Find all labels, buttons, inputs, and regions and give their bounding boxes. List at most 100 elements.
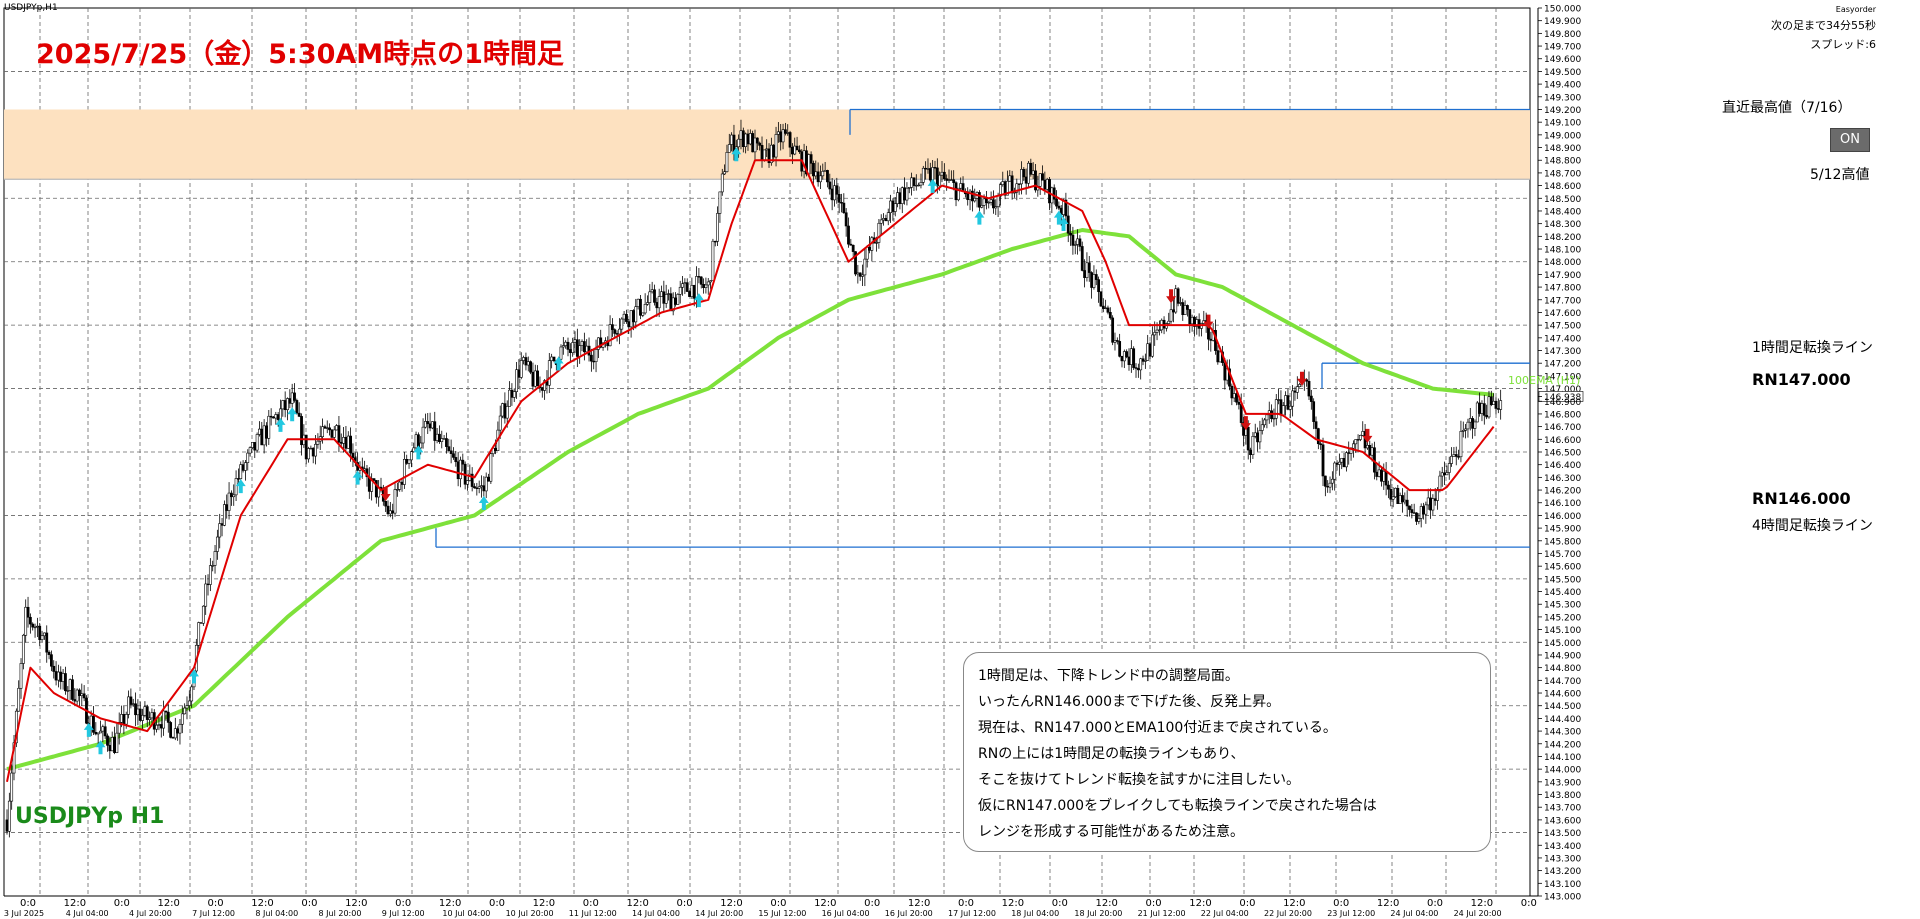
candle-body <box>1069 232 1072 236</box>
candle-body <box>550 356 554 361</box>
candle-body <box>19 663 23 689</box>
candle-body <box>38 625 42 640</box>
time-tick-label: 12:0 <box>1002 898 1024 909</box>
price-tick-label: 143.000 <box>1544 893 1581 903</box>
price-tick-label: 149.400 <box>1544 81 1581 91</box>
price-tick-label: 147.800 <box>1544 284 1581 294</box>
candle-body <box>24 606 28 636</box>
candle-body <box>475 487 479 489</box>
candle-body <box>632 310 635 323</box>
candle-body <box>863 258 867 276</box>
candle-body <box>293 392 296 401</box>
candle-body <box>339 441 343 444</box>
candle-body <box>169 722 173 738</box>
candle-body <box>346 435 350 449</box>
candle-body <box>45 632 49 653</box>
candle-body <box>653 289 656 303</box>
candle-body <box>512 391 516 398</box>
candle-body <box>1361 431 1365 436</box>
candle-body <box>1473 421 1477 429</box>
symbol-tab[interactable]: USDJPYp,H1 <box>4 3 58 13</box>
price-tick-label: 143.200 <box>1544 867 1581 877</box>
candle-body <box>618 328 621 335</box>
candle-body <box>211 565 215 567</box>
candle-body <box>1314 421 1318 429</box>
candle-body <box>1230 385 1234 399</box>
candle-body <box>989 199 993 203</box>
price-tick-label: 144.100 <box>1544 753 1581 763</box>
candle-body <box>258 428 261 435</box>
date-tick-label: 16 Jul 20:00 <box>885 909 933 918</box>
candle-body <box>52 665 56 672</box>
date-tick-label: 24 Jul 04:00 <box>1390 909 1438 918</box>
candle-body <box>1450 456 1453 464</box>
candle-body <box>391 510 395 514</box>
ema-slow-line <box>6 228 1494 772</box>
candle-body <box>1057 205 1061 209</box>
candle-body <box>1342 458 1346 468</box>
price-tick-label: 144.600 <box>1544 690 1581 700</box>
candle-body <box>304 434 308 460</box>
candle-body <box>833 185 836 201</box>
candle-body <box>412 447 416 452</box>
ema-label: 100EMA (H1) <box>1508 374 1581 387</box>
candle-body <box>122 714 126 725</box>
candle-body <box>489 453 493 482</box>
candle-body <box>571 342 575 353</box>
candle-body <box>840 202 843 204</box>
up-arrow-icon <box>1053 210 1064 225</box>
time-tick-label: 0:0 <box>1521 898 1537 909</box>
price-tick-label: 148.200 <box>1544 233 1581 243</box>
down-arrow-icon <box>380 486 391 501</box>
candle-body <box>325 427 329 429</box>
candle-body <box>1111 317 1115 343</box>
price-tick-label: 144.900 <box>1544 651 1581 661</box>
candle-body <box>599 337 603 348</box>
candle-body <box>1382 470 1386 482</box>
time-tick-label: 0:0 <box>1146 898 1162 909</box>
candle-body <box>237 478 240 480</box>
date-tick-label: 3 Jul 2025 <box>4 909 44 918</box>
candle-body <box>445 438 448 447</box>
time-tick-label: 0:0 <box>301 898 317 909</box>
candle-body <box>1260 424 1264 431</box>
candle-body <box>1146 343 1150 361</box>
candle-body <box>608 324 612 347</box>
up-arrow-icon <box>83 722 94 737</box>
candle-body <box>178 723 182 734</box>
candle-body <box>889 200 892 213</box>
time-tick-label: 0:0 <box>114 898 130 909</box>
date-tick-label: 18 Jul 20:00 <box>1074 909 1122 918</box>
recent-high-label: 直近最高値（7/16） <box>1722 100 1852 116</box>
candle-body <box>711 240 715 282</box>
candle-body <box>131 703 135 705</box>
h4-turn-label: 4時間足転換ライン <box>1752 518 1873 534</box>
candle-body <box>414 434 418 449</box>
candle-body <box>1129 348 1133 365</box>
candle-body <box>1092 274 1096 288</box>
candle-body <box>473 486 476 489</box>
time-tick-label: 12:0 <box>814 898 836 909</box>
candle-body <box>40 635 44 640</box>
candle-body <box>103 726 107 737</box>
candle-body <box>660 291 663 297</box>
candle-body <box>1076 238 1079 245</box>
time-tick-label: 0:0 <box>20 898 36 909</box>
candle-body <box>510 389 514 398</box>
candle-body <box>987 202 991 204</box>
candle-body <box>43 632 46 637</box>
candle-body <box>344 437 348 449</box>
candle-body <box>980 205 984 208</box>
candle-body <box>854 251 857 275</box>
candle-body <box>440 438 444 442</box>
time-tick-label: 12:0 <box>1471 898 1493 909</box>
on-toggle-button[interactable]: ON <box>1830 128 1870 152</box>
candle-body <box>924 167 928 170</box>
candle-body <box>1370 447 1374 456</box>
candle-body <box>1487 396 1491 418</box>
candle-body <box>942 171 946 180</box>
candle-body <box>515 369 518 392</box>
time-tick-label: 0:0 <box>1052 898 1068 909</box>
candle-body <box>1055 198 1058 207</box>
